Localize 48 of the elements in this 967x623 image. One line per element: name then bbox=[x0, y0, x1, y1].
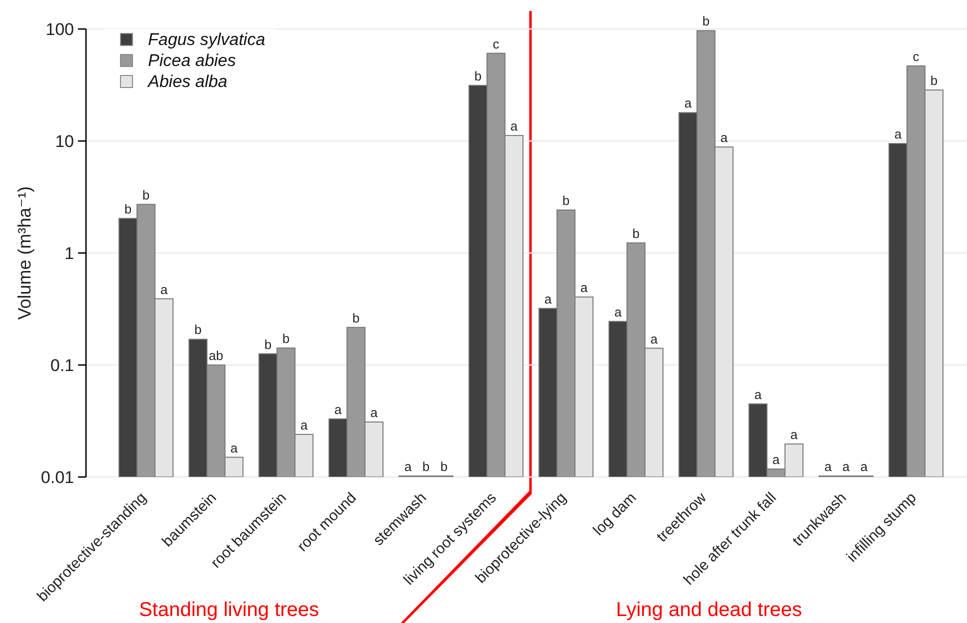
data-label: a bbox=[824, 459, 832, 474]
data-label: a bbox=[754, 386, 762, 402]
y-axis-title: Volume (m³ha⁻¹) bbox=[14, 186, 34, 320]
data-label: a bbox=[404, 459, 412, 474]
y-tick-label: 0.1 bbox=[50, 356, 74, 376]
data-label: a bbox=[334, 402, 342, 417]
data-label: b bbox=[352, 310, 360, 326]
legend-label: Abies alba bbox=[148, 72, 228, 92]
data-label: b bbox=[440, 459, 448, 474]
y-tick-label: 100 bbox=[46, 20, 74, 40]
data-label: a bbox=[790, 427, 798, 442]
data-label: b bbox=[930, 73, 938, 88]
y-tick-label: 10 bbox=[55, 132, 74, 152]
data-label: b bbox=[474, 68, 482, 84]
legend-label: Fagus sylvatica bbox=[148, 30, 266, 50]
data-label: b bbox=[422, 459, 430, 474]
data-label: b bbox=[702, 14, 710, 29]
data-label: ab bbox=[208, 348, 224, 363]
data-label: a bbox=[230, 440, 238, 456]
data-label: a bbox=[650, 331, 658, 346]
data-label: a bbox=[772, 452, 780, 467]
data-label: b bbox=[264, 336, 272, 352]
data-label: a bbox=[894, 126, 902, 142]
data-label: a bbox=[614, 304, 622, 320]
text: Lying and dead trees bbox=[616, 598, 802, 622]
text: Standing living trees bbox=[138, 599, 320, 622]
data-label: b bbox=[142, 187, 150, 202]
x-tick-label: log dam bbox=[590, 489, 640, 540]
y-tick-label: 1 bbox=[64, 244, 74, 264]
data-label: b bbox=[562, 193, 570, 208]
y-tick-label: 0.01 bbox=[40, 468, 74, 488]
legend-label: Picea abies bbox=[148, 50, 236, 70]
data-label: a bbox=[842, 459, 850, 474]
data-label: a bbox=[860, 459, 868, 474]
data-label: b bbox=[194, 322, 202, 338]
data-label: c bbox=[492, 36, 500, 52]
data-label: a bbox=[300, 417, 308, 432]
data-label: b bbox=[282, 330, 290, 346]
data-label: a bbox=[720, 130, 728, 145]
data-label: a bbox=[370, 404, 378, 420]
data-label: c bbox=[912, 48, 920, 64]
data-label: a bbox=[580, 280, 588, 295]
data-label: a bbox=[160, 282, 168, 297]
data-label: a bbox=[510, 118, 518, 134]
data-label: b bbox=[124, 201, 132, 216]
data-label: a bbox=[684, 96, 692, 111]
data-label: a bbox=[544, 291, 552, 306]
data-label: b bbox=[632, 226, 640, 241]
